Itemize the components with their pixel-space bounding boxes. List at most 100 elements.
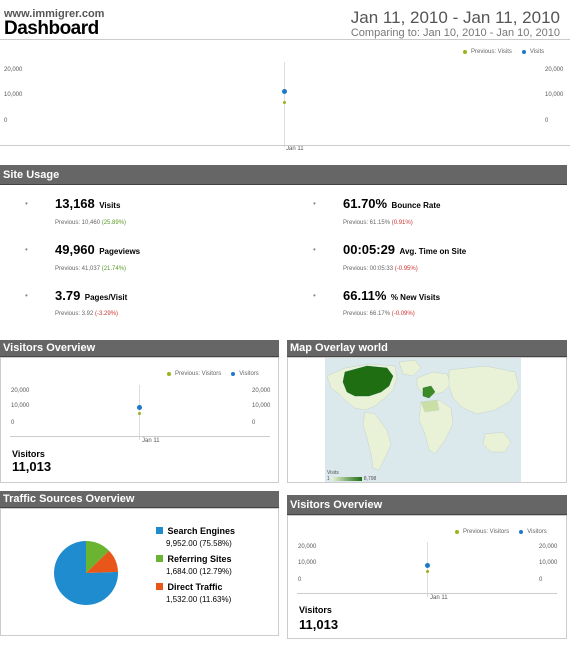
x-label: Jan 11 — [430, 595, 448, 601]
current-dot-icon — [231, 372, 236, 376]
y-tick-right: 20,000 — [252, 388, 271, 394]
map-legend: Visits 1 8,798 — [327, 470, 376, 482]
traffic-name: Direct Traffic — [167, 582, 223, 592]
pie-slice-direct-traffic[interactable] — [86, 550, 118, 573]
visits-point[interactable] — [282, 89, 287, 94]
legend-current: Visitors — [527, 529, 547, 535]
legend-current: Visitors — [239, 371, 259, 377]
metric-label: Bounce Rate — [391, 201, 441, 210]
y-tick: 20,000 — [4, 67, 23, 73]
traffic-item-referring[interactable]: Referring Sites 1,684.00 (12.79%) — [156, 549, 235, 576]
world-map[interactable] — [325, 358, 521, 482]
previous-text: Previous: 10,460 — [55, 220, 101, 226]
visitors-point[interactable] — [425, 563, 430, 568]
pie-slice-search-engines[interactable] — [53, 541, 118, 605]
traffic-name: Referring Sites — [167, 554, 232, 564]
y-tick: 20,000 — [298, 544, 317, 550]
metric-label: Pageviews — [99, 247, 141, 256]
metric-value: 61.70% — [343, 196, 388, 211]
bullet: • — [313, 199, 316, 208]
metric-value: 00:05:29 — [343, 242, 396, 257]
traffic-name: Search Engines — [167, 526, 235, 536]
previous-dot-icon — [455, 530, 459, 534]
y-tick: 10,000 — [4, 92, 23, 98]
visitors-overview-2-panel — [287, 515, 567, 639]
metric-value: 66.11% — [343, 288, 387, 303]
y-tick: 0 — [298, 577, 302, 583]
change-text: (-0.09%) — [391, 311, 415, 317]
y-tick: 10,000 — [298, 560, 317, 566]
metric-value: 13,168 — [55, 196, 95, 211]
metric-pageviews[interactable]: 49,960 Pageviews — [55, 241, 140, 259]
traffic-legend: Search Engines 9,952.00 (75.58%) Referri… — [156, 521, 235, 604]
metric-value: 49,960 — [55, 242, 95, 257]
y-tick-right: 10,000 — [545, 92, 564, 98]
metric-bounce-rate[interactable]: 61.70% Bounce Rate — [343, 195, 440, 213]
current-dot-icon — [521, 50, 526, 54]
visitors-label: Visitors — [12, 449, 45, 459]
referring-square-icon — [156, 555, 163, 562]
visitors-overview-2-header: Visitors Overview — [287, 495, 567, 515]
map-overlay-header: Map Overlay world — [287, 340, 567, 357]
visitors-value: 11,013 — [299, 617, 339, 632]
previous-visitors-point[interactable] — [426, 570, 429, 573]
y-tick: 10,000 — [11, 403, 30, 409]
y-tick-right: 20,000 — [545, 67, 564, 73]
change-text: (21.74%) — [101, 266, 127, 272]
previous-text: Previous: 66.17% — [343, 311, 391, 317]
metric-new-visits[interactable]: 66.11% % New Visits — [343, 287, 440, 305]
traffic-item-search[interactable]: Search Engines 9,952.00 (75.58%) — [156, 521, 235, 548]
visitors-point[interactable] — [137, 405, 142, 410]
y-tick-right: 10,000 — [252, 403, 271, 409]
date-range[interactable]: Jan 11, 2010 - Jan 11, 2010 — [350, 8, 560, 27]
world-map-icon — [325, 358, 521, 482]
previous-visits-point[interactable] — [283, 101, 286, 104]
map-legend-label: Visits — [327, 470, 339, 476]
chart-baseline — [297, 593, 557, 594]
metric-visits[interactable]: 13,168 Visits — [55, 195, 120, 213]
metric-label: Avg. Time on Site — [399, 247, 467, 256]
previous-text: Previous: 3.92 — [55, 311, 94, 317]
chart-baseline — [10, 436, 270, 437]
metric-previous: Previous: 00:05:33 (-0.95%) — [343, 266, 418, 272]
legend-previous: Previous: Visitors — [463, 529, 510, 535]
map-legend-max: 8,798 — [363, 476, 377, 482]
y-tick-right: 10,000 — [539, 560, 558, 566]
legend-previous: Previous: Visitors — [175, 371, 222, 377]
visitors-legend: Previous: Visitors Visitors — [167, 371, 259, 377]
chart-gridline — [284, 62, 285, 147]
search-square-icon — [156, 527, 163, 534]
main-chart-legend: Previous: Visits Visits — [463, 49, 544, 55]
metric-previous: Previous: 10,460 (25.89%) — [55, 220, 126, 226]
previous-text: Previous: 41,037 — [55, 266, 101, 272]
previous-dot-icon — [463, 50, 467, 54]
traffic-sources-header: Traffic Sources Overview — [0, 491, 279, 508]
site-url: www.immigrer.com — [4, 8, 105, 20]
visitors-overview-header: Visitors Overview — [0, 340, 279, 357]
metric-avg-time[interactable]: 00:05:29 Avg. Time on Site — [343, 241, 466, 259]
metric-previous: Previous: 66.17% (-0.09%) — [343, 311, 415, 317]
metric-previous: Previous: 3.92 (-3.29%) — [55, 311, 118, 317]
pie-slice-referring-sites[interactable] — [86, 541, 110, 573]
bullet: • — [25, 245, 28, 254]
y-tick-right: 0 — [545, 118, 549, 124]
previous-text: Previous: 61.15% — [343, 220, 391, 226]
bullet: • — [313, 291, 316, 300]
bullet: • — [313, 245, 316, 254]
previous-visitors-point[interactable] — [138, 412, 141, 415]
metric-previous: Previous: 61.15% (0.91%) — [343, 220, 413, 226]
traffic-pie-chart[interactable] — [53, 540, 119, 606]
map-overlay-panel — [287, 357, 567, 483]
metric-label: % New Visits — [390, 293, 441, 302]
previous-dot-icon — [167, 372, 171, 376]
x-label: Jan 11 — [286, 146, 304, 152]
traffic-item-direct[interactable]: Direct Traffic 1,532.00 (11.63%) — [156, 577, 235, 604]
metric-pages-visit[interactable]: 3.79 Pages/Visit — [55, 287, 127, 305]
traffic-value: 9,952.00 (75.58%) — [166, 539, 232, 548]
comparing-range: Comparing to: Jan 10, 2010 - Jan 10, 201… — [350, 27, 560, 39]
y-tick-right: 0 — [539, 577, 543, 583]
bullet: • — [25, 199, 28, 208]
header-divider — [0, 39, 570, 40]
visitors-2-legend: Previous: Visitors Visitors — [455, 529, 547, 535]
chart-baseline — [0, 145, 570, 146]
